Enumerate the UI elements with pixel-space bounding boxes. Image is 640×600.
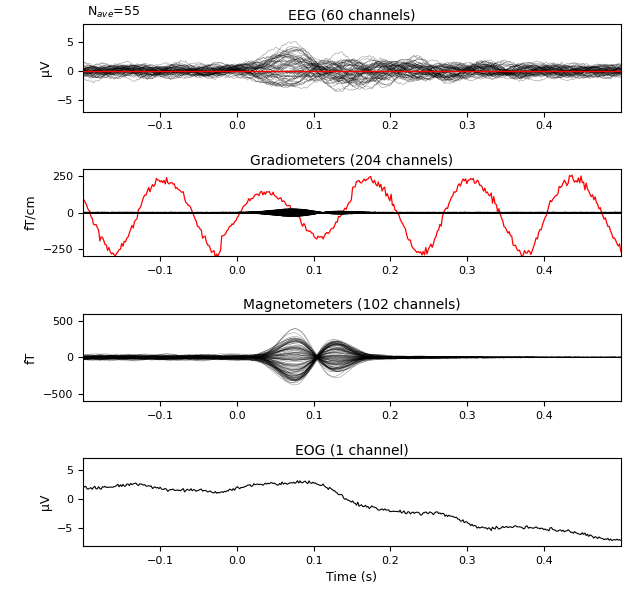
Title: Gradiometers (204 channels): Gradiometers (204 channels) <box>250 154 454 167</box>
Y-axis label: μV: μV <box>38 494 52 511</box>
Title: EEG (60 channels): EEG (60 channels) <box>288 9 416 23</box>
Title: Magnetometers (102 channels): Magnetometers (102 channels) <box>243 298 461 313</box>
Title: EOG (1 channel): EOG (1 channel) <box>295 443 409 457</box>
Y-axis label: fT/cm: fT/cm <box>24 195 37 230</box>
Text: N$_{ave}$=55: N$_{ave}$=55 <box>87 5 140 20</box>
X-axis label: Time (s): Time (s) <box>326 571 378 584</box>
Y-axis label: μV: μV <box>38 59 52 76</box>
Y-axis label: fT: fT <box>24 351 38 364</box>
